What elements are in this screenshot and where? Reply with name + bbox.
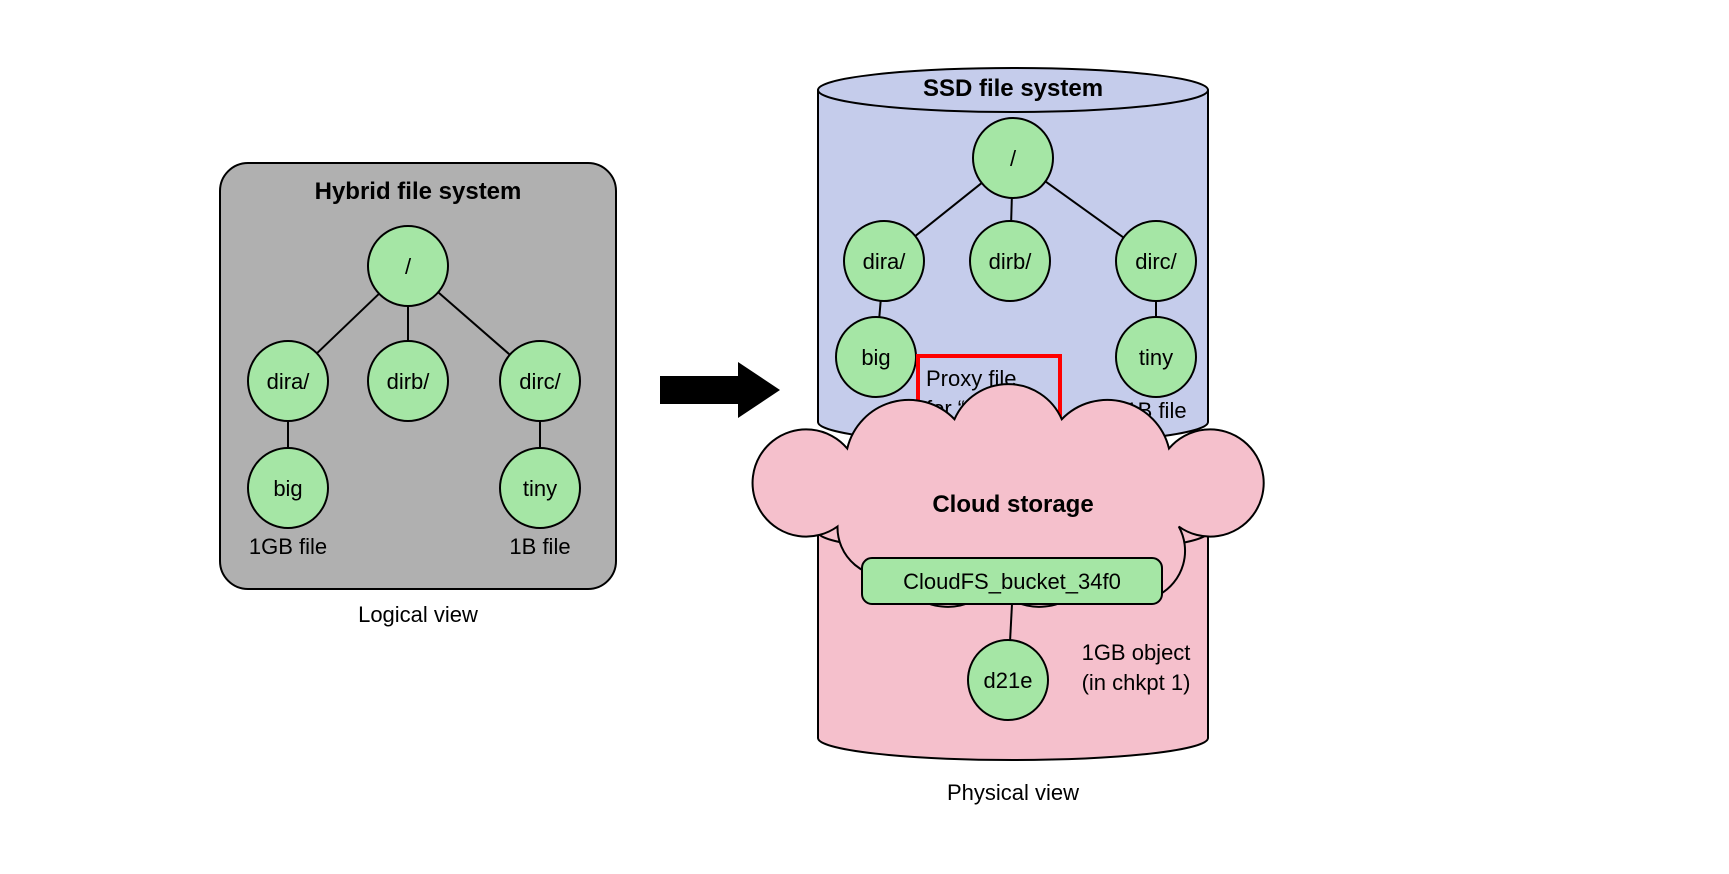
arrow-icon: [660, 362, 780, 418]
node-label-s-big: big: [861, 345, 890, 370]
node-label-l-big: big: [273, 476, 302, 501]
cloud-view: Cloud storage CloudFS_bucket_34f0 d21e 1GB …: [753, 384, 1264, 760]
logical-title: Hybrid file system: [315, 178, 522, 205]
logical-file-label: 1GB file: [249, 534, 327, 559]
edge: [879, 301, 880, 317]
node-label-c-d21e: d21e: [984, 668, 1033, 693]
node-label-l-dira: dira/: [267, 369, 311, 394]
logical-view: Hybrid file system / dira/dirb/dirc/big tin…: [220, 163, 616, 589]
node-label-s-dira: dira/: [863, 249, 907, 274]
edge: [1011, 198, 1012, 221]
cloud-title: Cloud storage: [932, 491, 1093, 518]
cloud-object-label: 1GB object: [1082, 640, 1191, 665]
node-label-l-dirc: dirc/: [519, 369, 561, 394]
diagram-canvas: Hybrid file system / dira/dirb/dirc/big tin…: [0, 0, 1729, 874]
logical-file-label: 1B file: [509, 534, 570, 559]
logical-caption: Logical view: [358, 602, 478, 627]
node-label-l-root: /: [405, 254, 412, 279]
cloud-object-label: (in chkpt 1): [1082, 670, 1191, 695]
node-label-l-tiny: tiny: [523, 476, 557, 501]
node-label-s-root: /: [1010, 146, 1017, 171]
node-label-s-dirc: dirc/: [1135, 249, 1177, 274]
node-label-l-dirb: dirb/: [387, 369, 431, 394]
physical-caption: Physical view: [947, 780, 1079, 805]
cloud-bucket-label: CloudFS_bucket_34f0: [903, 569, 1121, 594]
ssd-title: SSD file system: [923, 75, 1103, 102]
node-label-s-dirb: dirb/: [989, 249, 1033, 274]
node-label-s-tiny: tiny: [1139, 345, 1173, 370]
